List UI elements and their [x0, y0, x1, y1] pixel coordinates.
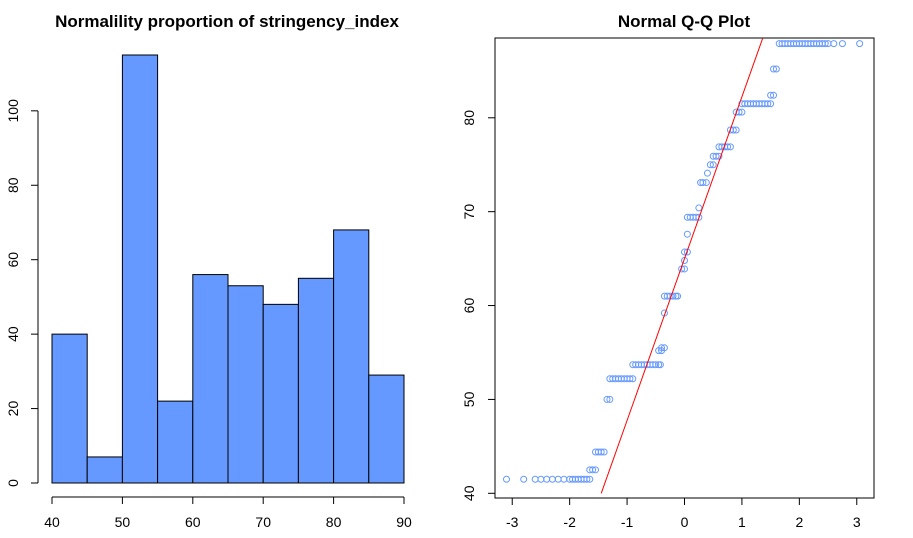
histogram-bar: [86, 456, 123, 484]
qq-x-tick-label: 3: [853, 514, 861, 530]
qq-point: [658, 344, 666, 352]
histogram-x-tick-label: 60: [185, 514, 201, 530]
qq-point: [586, 475, 594, 483]
qq-x-tick-label: 2: [795, 514, 803, 530]
qq-point: [732, 126, 740, 134]
qq-point: [770, 91, 778, 99]
histogram-x-tick-label: 80: [326, 514, 342, 530]
qq-point: [726, 143, 734, 151]
qq-point: [821, 40, 829, 48]
qq-point: [560, 475, 568, 483]
qq-point: [681, 248, 688, 256]
histogram-x-axis: 40 50 60 70 80 90: [44, 496, 412, 530]
qq-point: [502, 475, 510, 483]
qq-point: [703, 169, 711, 177]
qq-point: [772, 65, 780, 73]
qq-x-tick-label: -1: [621, 514, 634, 530]
histogram-y-tick-label: 60: [5, 252, 21, 268]
qq-point: [660, 344, 668, 352]
histogram-bar: [51, 333, 88, 484]
qq-point: [669, 292, 677, 300]
qq-reference-line-group: [600, 38, 764, 494]
histogram-y-tick-label: 20: [5, 401, 21, 417]
histogram-bar: [227, 285, 264, 484]
qq-point: [764, 100, 772, 108]
qq-point: [770, 65, 778, 73]
histogram-x-tick-label: 90: [396, 514, 412, 530]
qq-x-tick-label: 0: [681, 514, 689, 530]
qq-point: [715, 152, 723, 160]
histogram-bars: [51, 54, 405, 484]
qq-point: [681, 265, 688, 273]
qq-point: [738, 108, 746, 116]
qq-point: [603, 395, 611, 403]
histogram-panel: Normalility proportion of stringency_ind…: [5, 12, 412, 530]
qq-point: [554, 475, 562, 483]
qq-y-tick-label: 60: [461, 298, 477, 314]
histogram-bar: [262, 303, 299, 484]
qq-point: [597, 448, 605, 456]
histogram-bar: [192, 274, 229, 484]
histogram-y-tick-label: 40: [5, 326, 21, 342]
histogram-x-tick-label: 40: [44, 514, 60, 530]
qq-point: [626, 375, 634, 383]
qq-point: [520, 475, 528, 483]
qq-point: [767, 100, 775, 108]
histogram-x-tick-label: 50: [115, 514, 131, 530]
qq-y-axis: 40 50 60 70 80: [461, 110, 495, 501]
qq-point: [629, 375, 637, 383]
qq-point: [856, 40, 864, 48]
qq-point: [674, 292, 682, 300]
histogram-y-tick-label: 0: [5, 479, 21, 487]
qq-point: [699, 179, 707, 187]
qq-point: [706, 161, 714, 169]
qq-x-axis: -3 -2 -1 0 1 2 3: [506, 497, 861, 530]
qq-y-tick-label: 70: [461, 204, 477, 220]
qq-point: [702, 179, 710, 187]
histogram-x-tick-label: 70: [255, 514, 271, 530]
qq-y-tick-label: 40: [461, 485, 477, 501]
qq-point: [652, 361, 660, 369]
qq-points: [502, 40, 864, 483]
qq-reference-line: [600, 38, 764, 494]
histogram-bar: [297, 277, 335, 484]
qq-point: [589, 466, 597, 474]
qq-y-tick-label: 80: [461, 110, 477, 126]
qq-point: [709, 161, 717, 169]
qq-point: [543, 475, 551, 483]
histogram-bar: [333, 229, 370, 484]
qq-point: [695, 204, 703, 212]
qq-point: [531, 475, 539, 483]
qq-plot-panel: Normal Q-Q Plot -3 -2 -1 0 1 2 3 40 50 60 70 80: [461, 12, 875, 530]
qq-point: [537, 475, 545, 483]
qq-point: [656, 361, 664, 369]
qq-x-tick-label: 1: [738, 514, 746, 530]
qq-point: [830, 40, 838, 48]
histogram-title: Normalility proportion of stringency_ind…: [55, 12, 399, 31]
qq-point: [695, 213, 703, 221]
qq-point: [606, 395, 614, 403]
histogram-y-tick-label: 80: [5, 177, 21, 193]
qq-point: [548, 475, 556, 483]
histogram-bar: [368, 374, 405, 484]
qq-y-tick-label: 50: [461, 391, 477, 407]
histogram-bar: [157, 400, 194, 484]
qq-point: [591, 466, 599, 474]
qq-point: [712, 152, 720, 160]
qq-x-tick-label: -2: [563, 514, 576, 530]
histogram-y-tick-label: 100: [5, 99, 21, 123]
histogram-y-axis: 0 20 40 60 80 100: [5, 99, 39, 487]
qq-point: [683, 230, 691, 238]
histogram-bar: [121, 54, 159, 484]
qq-plot-title: Normal Q-Q Plot: [618, 12, 751, 31]
qq-x-tick-label: -3: [506, 514, 519, 530]
qq-point: [583, 475, 591, 483]
qq-point: [838, 40, 846, 48]
qq-point: [767, 91, 775, 99]
qq-point: [600, 448, 608, 456]
